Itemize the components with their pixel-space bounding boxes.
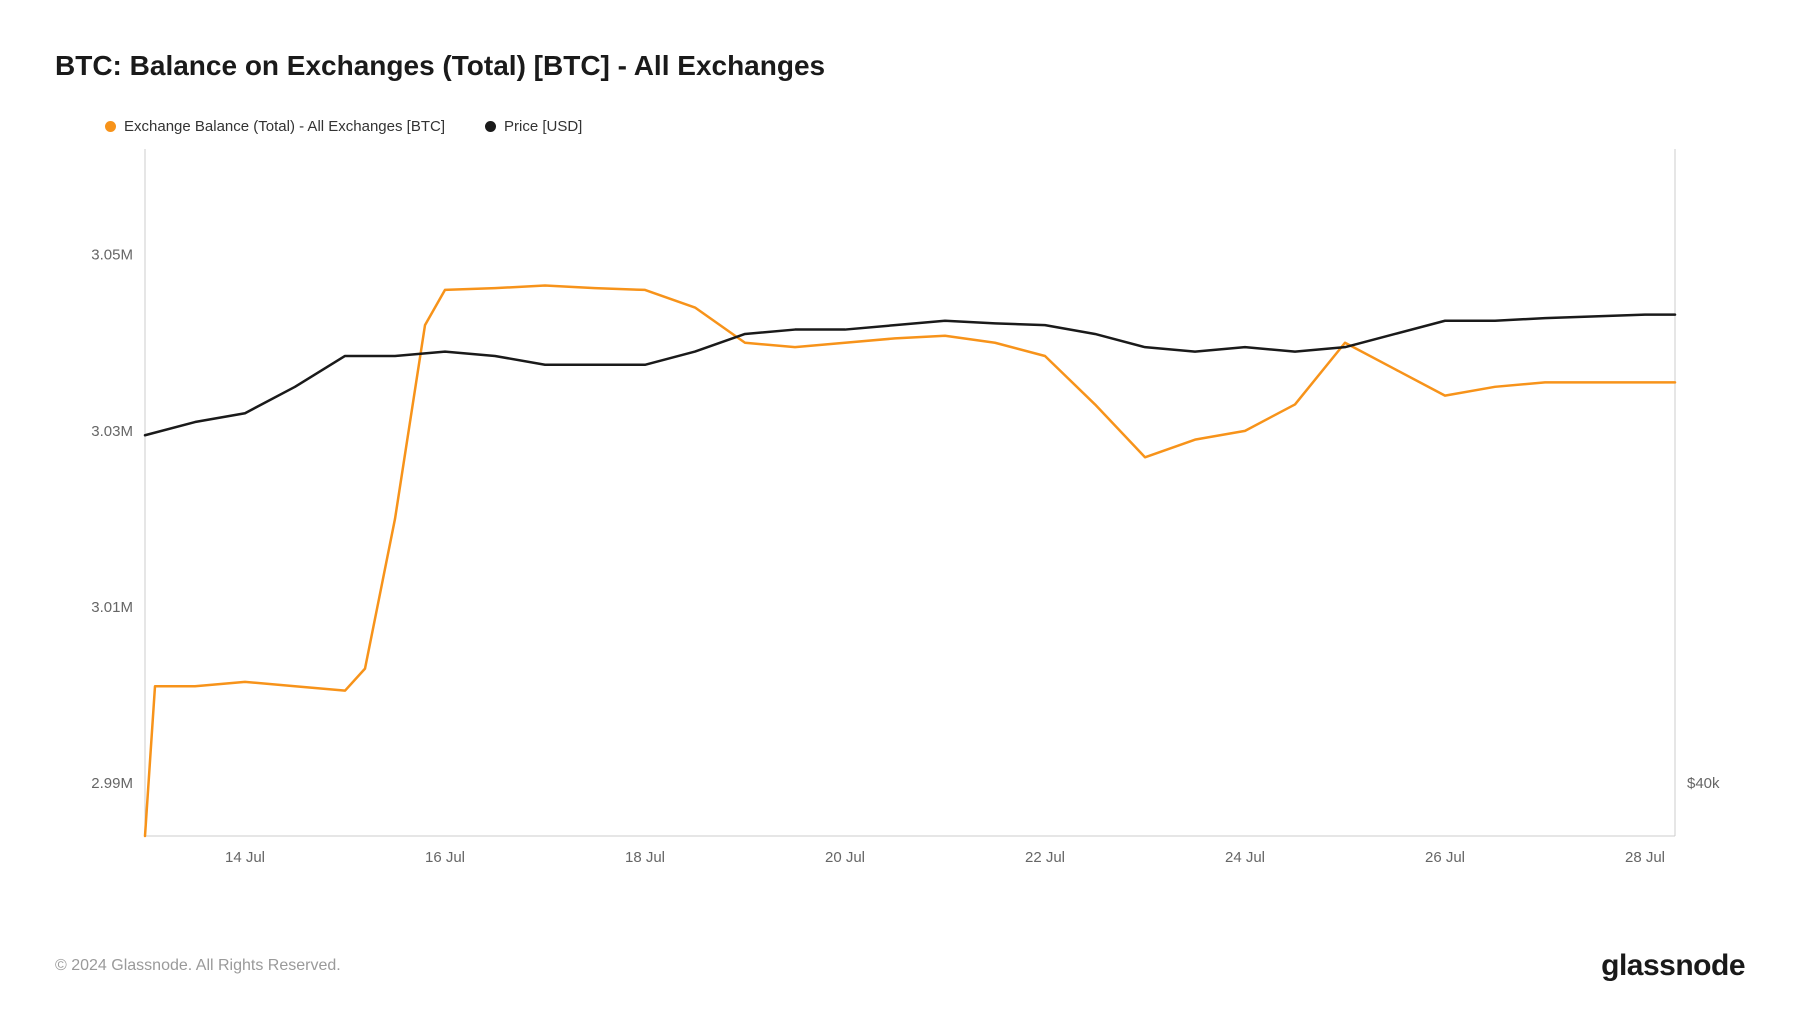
brand-logo: glassnode (1601, 949, 1745, 983)
copyright-text: © 2024 Glassnode. All Rights Reserved. (55, 957, 341, 975)
legend: Exchange Balance (Total) - All Exchanges… (105, 118, 1745, 135)
svg-text:3.01M: 3.01M (91, 599, 133, 616)
chart-container: BTC: Balance on Exchanges (Total) [BTC] … (0, 0, 1800, 1013)
legend-item-price: Price [USD] (485, 118, 582, 135)
footer: © 2024 Glassnode. All Rights Reserved. g… (55, 949, 1745, 983)
svg-text:24 Jul: 24 Jul (1225, 849, 1265, 866)
svg-text:26 Jul: 26 Jul (1425, 849, 1465, 866)
svg-text:3.05M: 3.05M (91, 247, 133, 264)
svg-text:2.99M: 2.99M (91, 775, 133, 792)
svg-text:28 Jul: 28 Jul (1625, 849, 1665, 866)
legend-dot-balance (105, 121, 116, 132)
legend-label-price: Price [USD] (504, 118, 582, 135)
legend-item-balance: Exchange Balance (Total) - All Exchanges… (105, 118, 445, 135)
svg-text:22 Jul: 22 Jul (1025, 849, 1065, 866)
svg-text:3.03M: 3.03M (91, 423, 133, 440)
svg-text:$40k: $40k (1687, 775, 1720, 792)
chart-title: BTC: Balance on Exchanges (Total) [BTC] … (55, 50, 1745, 82)
legend-label-balance: Exchange Balance (Total) - All Exchanges… (124, 118, 445, 135)
svg-text:20 Jul: 20 Jul (825, 849, 865, 866)
svg-text:18 Jul: 18 Jul (625, 849, 665, 866)
chart-svg: 2.99M 3.01M 3.03M 3.05M $40k 14 Jul 16 Jul 18 J… (55, 141, 1745, 881)
chart-plot-area: 2.99M 3.01M 3.03M 3.05M $40k 14 Jul 16 Jul 18 J… (55, 141, 1745, 881)
svg-text:16 Jul: 16 Jul (425, 849, 465, 866)
legend-dot-price (485, 121, 496, 132)
svg-text:14 Jul: 14 Jul (225, 849, 265, 866)
